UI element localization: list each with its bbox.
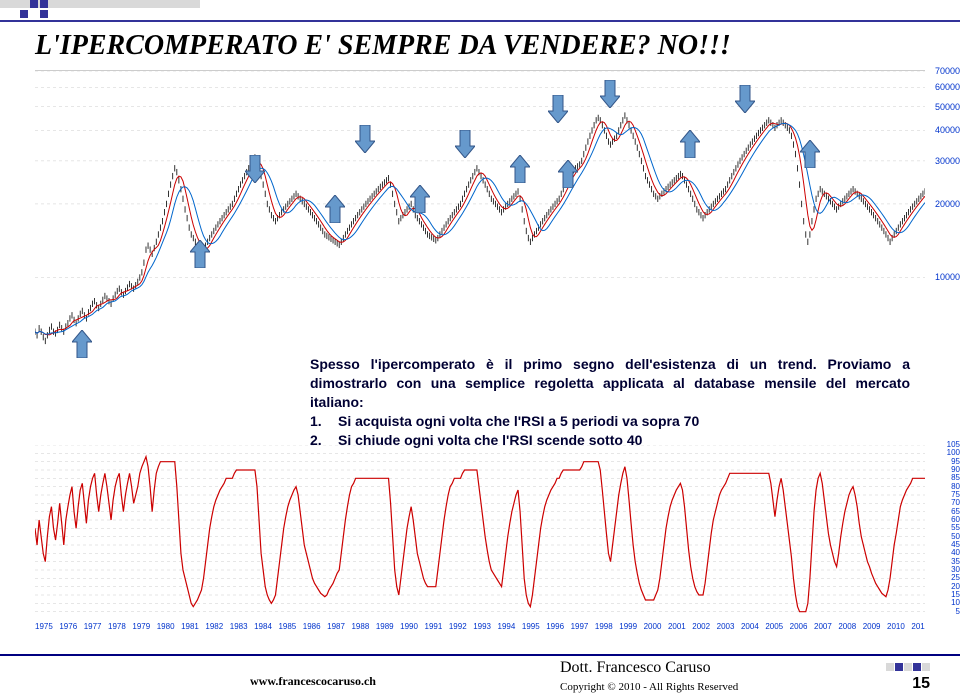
x-axis-label: 1989 [376, 622, 394, 636]
block-arrow-up [72, 330, 92, 358]
block-arrow-down [735, 85, 755, 113]
x-axis-label: 1998 [595, 622, 613, 636]
x-axis-label: 1975 [35, 622, 53, 636]
x-axis-label: 2002 [692, 622, 710, 636]
x-axis-label: 2008 [838, 622, 856, 636]
x-axis-label: 2009 [863, 622, 881, 636]
x-axis-label: 201 [911, 622, 924, 636]
x-axis-label: 1995 [522, 622, 540, 636]
x-axis-label: 1986 [303, 622, 321, 636]
block-arrow-down [600, 80, 620, 108]
block-arrow-up [558, 160, 578, 188]
x-axis-label: 1978 [108, 622, 126, 636]
x-axis-label: 1999 [619, 622, 637, 636]
footer-copyright: Copyright © 2010 - All Rights Reserved [560, 681, 738, 693]
x-axis-label: 1994 [498, 622, 516, 636]
rsi-chart: 1051009590858075706560555045403530252015… [35, 445, 925, 620]
x-axis-label: 2005 [765, 622, 783, 636]
description-textbox: Spesso l'ipercomperato è il primo segno … [310, 355, 910, 449]
page-title: L'IPERCOMPERATO E' SEMPRE DA VENDERE? NO… [35, 30, 731, 62]
block-arrow-down [548, 95, 568, 123]
x-axis-label: 1993 [473, 622, 491, 636]
x-axis-label: 1992 [449, 622, 467, 636]
x-axis-label: 1980 [157, 622, 175, 636]
footer-author: Dott. Francesco Caruso [560, 659, 711, 677]
x-axis-label: 1981 [181, 622, 199, 636]
textbox-item1: 1.Si acquista ogni volta che l'RSI a 5 p… [310, 412, 910, 431]
footer-pagenum: 15 [912, 675, 930, 693]
x-axis-label: 2001 [668, 622, 686, 636]
block-arrow-up [410, 185, 430, 213]
x-axis-label: 1982 [205, 622, 223, 636]
block-arrow-up [510, 155, 530, 183]
block-arrow-up [325, 195, 345, 223]
x-axis-label: 2003 [717, 622, 735, 636]
x-axis-label: 2006 [790, 622, 808, 636]
x-axis: 1975 1976 1977 1978 1979 1980 1981 1982 1983 1984… [35, 622, 925, 636]
textbox-line1: Spesso l'ipercomperato è il primo segno … [310, 355, 910, 412]
x-axis-label: 1996 [546, 622, 564, 636]
x-axis-label: 1987 [327, 622, 345, 636]
block-arrow-up [190, 240, 210, 268]
x-axis-label: 2010 [887, 622, 905, 636]
footer-url: www.francescocaruso.ch [250, 674, 376, 689]
block-arrow-down [455, 130, 475, 158]
x-axis-label: 1977 [84, 622, 102, 636]
x-axis-label: 1984 [254, 622, 272, 636]
x-axis-label: 1991 [425, 622, 443, 636]
x-axis-label: 1983 [230, 622, 248, 636]
x-axis-label: 1990 [400, 622, 418, 636]
price-chart: 70000600005000040000300002000010000 [35, 70, 925, 350]
block-arrow-up [680, 130, 700, 158]
x-axis-label: 1985 [278, 622, 296, 636]
x-axis-label: 1976 [59, 622, 77, 636]
x-axis-label: 1988 [351, 622, 369, 636]
x-axis-label: 1997 [571, 622, 589, 636]
block-arrow-up [800, 140, 820, 168]
footer: www.francescocaruso.ch Dott. Francesco C… [0, 654, 960, 699]
x-axis-label: 2007 [814, 622, 832, 636]
x-axis-label: 2004 [741, 622, 759, 636]
x-axis-label: 2000 [644, 622, 662, 636]
block-arrow-down [245, 155, 265, 183]
x-axis-label: 1979 [132, 622, 150, 636]
block-arrow-down [355, 125, 375, 153]
